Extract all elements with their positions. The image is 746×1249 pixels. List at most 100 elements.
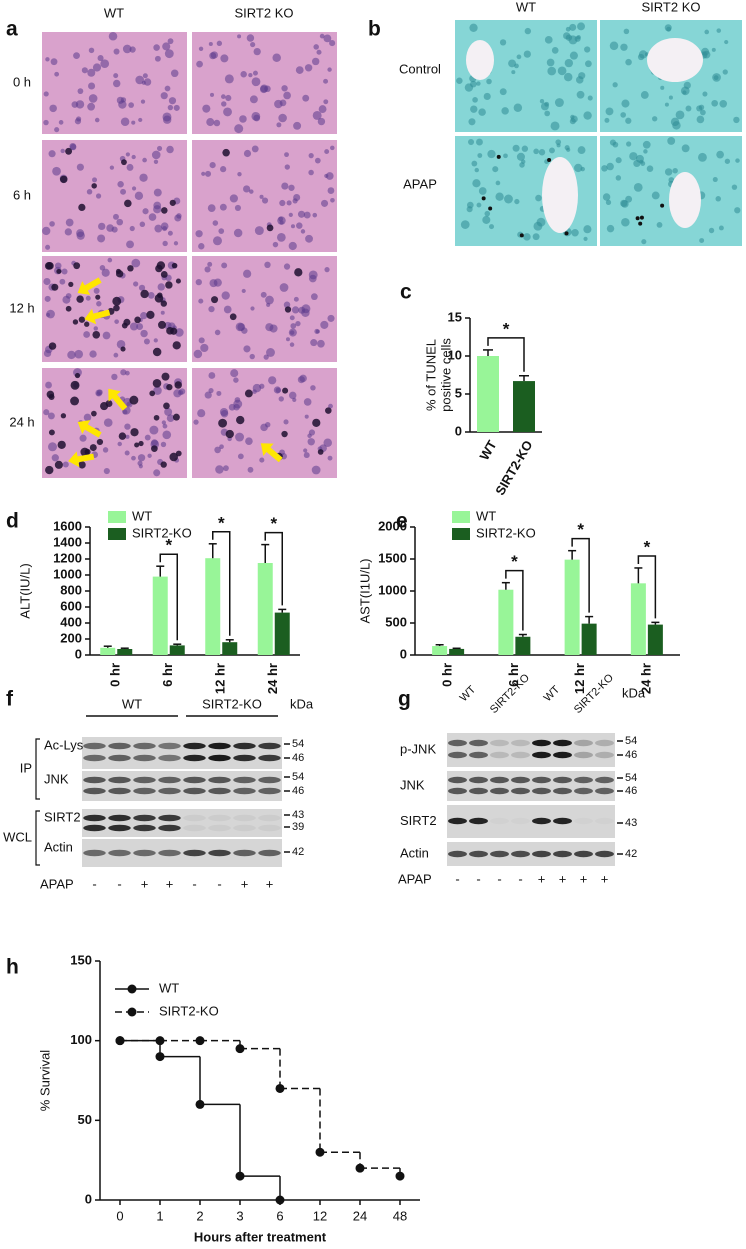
dark-cell [54,460,63,469]
cell-nucleus [304,64,313,72]
cell-nucleus [722,69,728,75]
cell-nucleus [307,438,315,446]
blot-band [553,787,572,795]
cell-nucleus [138,284,146,291]
cell-nucleus [96,389,103,396]
dark-cell [65,147,73,155]
cell-nucleus [153,338,158,343]
cell-nucleus [660,85,665,90]
significance-star: * [218,513,225,532]
blot-band [553,776,572,784]
cell-nucleus [162,423,168,429]
cell-nucleus [220,166,227,173]
cell-nucleus [269,324,278,333]
yellow-arrow [84,308,111,325]
y-tick-label: 0 [85,1191,92,1206]
tunel-positive [488,206,493,211]
x-tick-label: 0 [116,1208,123,1223]
cell-nucleus [168,97,177,105]
bar [477,356,499,432]
unit-label: kDa [622,685,646,700]
marker-label: 46 [625,749,637,761]
x-tick-label: 12 hr [213,663,228,694]
cell-nucleus [120,97,127,103]
cell-nucleus [153,159,159,164]
blot-band [183,754,206,762]
cell-nucleus [513,103,523,112]
x-tick-label: 12 hr [572,663,587,694]
y-tick-label: 200 [60,630,82,645]
cell-nucleus [96,301,102,307]
column-header: WT [516,0,536,14]
cell-nucleus [623,28,630,35]
x-tick-label: 0 hr [440,663,455,687]
cell-nucleus [54,71,60,77]
cell-nucleus [76,231,85,240]
panel-letter: b [368,18,381,41]
error-bar [103,645,112,648]
cell-nucleus [65,218,74,227]
cell-nucleus [276,233,286,242]
x-tick-label: SIRT2-KO [492,438,535,498]
cell-nucleus [215,465,224,474]
cell-nucleus [235,432,245,442]
cell-nucleus [477,153,483,158]
arrow-shape [77,420,102,438]
cell-nucleus [154,55,161,62]
dark-cell [175,450,182,457]
tunel-positive [639,215,644,220]
cell-nucleus [566,147,571,152]
cell-nucleus [279,199,286,207]
blot-band [183,787,206,795]
cell-nucleus [167,230,173,236]
significance-star: * [165,536,172,555]
blot-band [553,751,572,759]
cell-nucleus [218,228,225,234]
blot-band [574,751,593,759]
cell-nucleus [209,52,217,60]
cell-nucleus [323,34,332,43]
cell-nucleus [544,101,550,107]
x-tick-label: 0 hr [108,663,123,687]
cell-nucleus [466,206,473,213]
blot-band [448,751,467,759]
cell-nucleus [83,413,92,422]
cell-nucleus [283,263,291,270]
blot-band [574,818,593,824]
x-tick-label: 48 [393,1208,407,1223]
cell-nucleus [219,203,227,211]
y-tick-label: 1000 [378,582,407,597]
cell-nucleus [549,147,555,154]
dark-cell [282,387,289,394]
cell-nucleus [499,88,507,96]
dark-cell [123,318,131,326]
dark-cell [172,413,180,421]
row-label: Actin [44,839,73,854]
blot-band [133,742,156,750]
cell-nucleus [136,323,144,331]
cell-nucleus [81,67,88,74]
cell-nucleus [324,267,330,273]
cell-nucleus [153,188,162,197]
cell-nucleus [516,54,522,60]
cell-nucleus [47,412,55,420]
dark-cell [152,379,162,388]
cell-nucleus [523,233,531,241]
dark-cell [84,321,90,327]
cell-nucleus [501,107,509,115]
cell-nucleus [139,173,148,182]
blot-band [208,742,231,750]
survival-point [395,1171,405,1181]
treatment-sign: - [518,871,522,886]
cell-nucleus [621,217,630,227]
y-axis-label: % Survival [37,1050,52,1112]
marker-label: 46 [625,785,637,797]
cell-nucleus [297,210,306,218]
cell-nucleus [719,100,728,108]
vessel [647,38,703,82]
cell-nucleus [641,239,647,245]
cell-nucleus [73,52,80,60]
cell-nucleus [193,349,203,359]
cell-nucleus [167,104,174,111]
